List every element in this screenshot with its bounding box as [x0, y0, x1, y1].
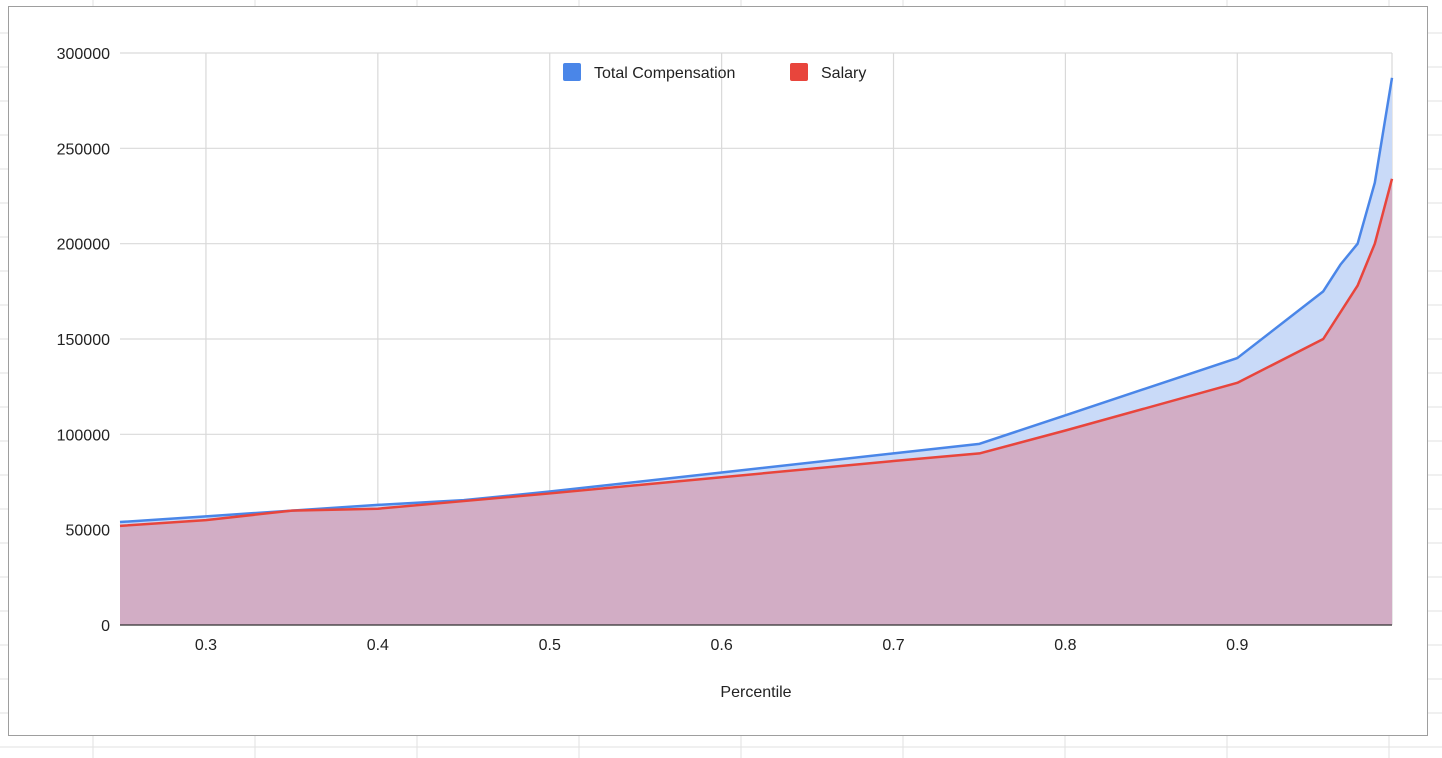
y-tick-label: 0	[101, 618, 110, 635]
y-axis-tick-labels: 0 50000 100000 150000 200000 250000 300000	[57, 46, 110, 635]
x-axis-tick-labels: 0.3 0.4 0.5 0.6 0.7 0.8 0.9	[195, 637, 1249, 654]
legend[interactable]: Total Compensation Salary	[563, 63, 866, 82]
legend-swatch	[790, 63, 808, 81]
series-lines	[119, 77, 1394, 528]
x-tick-label: 0.6	[710, 637, 732, 654]
legend-label[interactable]: Total Compensation	[594, 65, 735, 82]
x-tick-label: 0.4	[367, 637, 389, 654]
y-tick-label: 150000	[57, 332, 110, 349]
y-tick-label: 100000	[57, 427, 110, 444]
x-axis-title: Percentile	[720, 684, 791, 701]
x-tick-label: 0.3	[195, 637, 217, 654]
legend-swatch	[563, 63, 581, 81]
legend-label[interactable]: Salary	[821, 65, 866, 82]
y-tick-label: 200000	[57, 237, 110, 254]
x-tick-label: 0.9	[1226, 637, 1248, 654]
area-fills	[120, 77, 1392, 625]
x-tick-label: 0.8	[1054, 637, 1076, 654]
y-tick-label: 300000	[57, 46, 110, 63]
y-tick-label: 250000	[57, 141, 110, 158]
x-tick-label: 0.7	[882, 637, 904, 654]
line-total-compensation[interactable]	[119, 77, 1394, 524]
line-salary[interactable]	[119, 178, 1394, 528]
x-tick-label: 0.5	[539, 637, 561, 654]
y-tick-label: 50000	[66, 523, 111, 540]
area-fill-salary	[120, 178, 1392, 625]
